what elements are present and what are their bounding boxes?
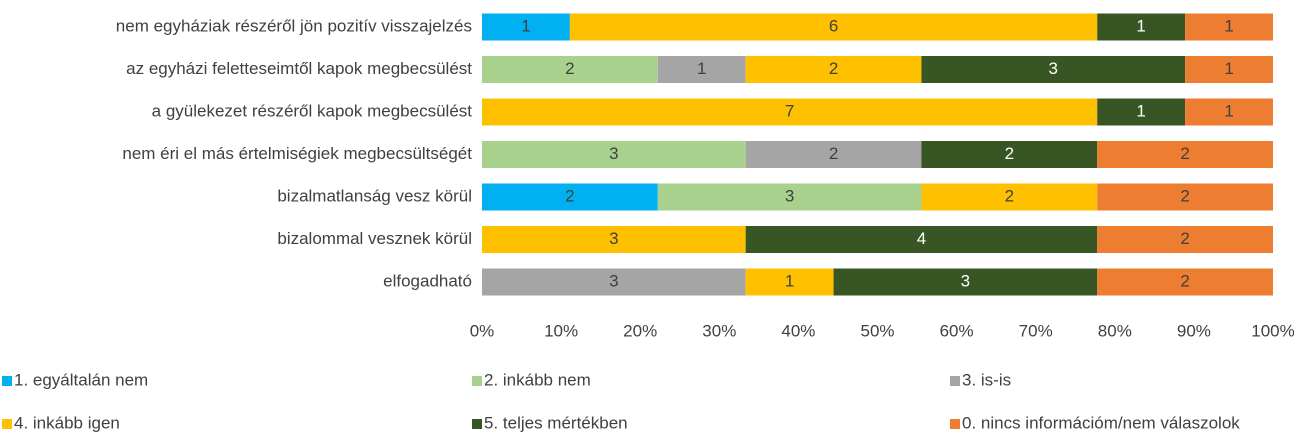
y-tick-label: elfogadható	[383, 271, 472, 290]
bar-segment	[482, 226, 746, 253]
bar-segment	[482, 13, 570, 41]
legend-label: 5. teljes mértékben	[484, 413, 628, 432]
data-label: 2	[1180, 271, 1189, 290]
data-label: 1	[1224, 16, 1233, 35]
bar-segment	[921, 183, 1098, 211]
y-tick-label: nem egyháziak részéről jön pozitív vissz…	[116, 16, 472, 35]
data-label: 6	[829, 16, 838, 35]
x-tick-label: 80%	[1098, 321, 1132, 340]
data-label: 3	[785, 186, 794, 205]
data-label: 1	[1224, 59, 1233, 78]
x-tick-label: 50%	[860, 321, 894, 340]
data-label: 2	[1005, 186, 1014, 205]
y-tick-label: nem éri el más értelmiségiek megbecsülts…	[122, 144, 472, 163]
data-label: 2	[1005, 144, 1014, 163]
x-tick-label: 20%	[623, 321, 657, 340]
bar-segment	[745, 226, 1098, 253]
legend-swatch	[2, 419, 12, 429]
bar-segment	[833, 268, 1098, 296]
bar-segment	[1185, 98, 1273, 126]
x-tick-label: 60%	[940, 321, 974, 340]
legend-swatch	[950, 376, 960, 386]
legend-label: 3. is-is	[962, 370, 1011, 389]
data-label: 1	[1136, 101, 1145, 120]
bar-segment	[1097, 226, 1273, 253]
legend-swatch	[950, 419, 960, 429]
x-tick-label: 70%	[1019, 321, 1053, 340]
x-tick-label: 90%	[1177, 321, 1211, 340]
bar-segment	[921, 56, 1186, 83]
bar-segment	[657, 183, 922, 211]
bar-segment	[1097, 98, 1186, 126]
data-label: 2	[1180, 229, 1189, 248]
data-label: 7	[785, 101, 794, 120]
data-label: 2	[829, 144, 838, 163]
legend-swatch	[472, 419, 482, 429]
data-label: 3	[609, 229, 618, 248]
y-tick-label: az egyházi feletteseimtől kapok megbecsü…	[126, 59, 472, 78]
legend-swatch	[472, 376, 482, 386]
bar-segment	[1185, 56, 1273, 83]
data-label: 3	[1049, 59, 1058, 78]
bar-segment	[745, 141, 922, 168]
bar-segment	[482, 98, 1098, 126]
legend-swatch	[2, 376, 12, 386]
bar-segment	[1097, 268, 1273, 296]
x-tick-label: 100%	[1251, 321, 1294, 340]
legend-label: 2. inkább nem	[484, 370, 591, 389]
data-label: 1	[1224, 101, 1233, 120]
legend-label: 0. nincs információm/nem válaszolok	[962, 413, 1240, 432]
y-tick-label: a gyülekezet részéről kapok megbecsülést	[152, 101, 473, 120]
bar-segment	[482, 268, 746, 296]
data-label: 1	[521, 16, 530, 35]
data-label: 2	[565, 59, 574, 78]
bar-segment	[745, 268, 834, 296]
bar-segment	[921, 141, 1098, 168]
bar-segment	[1097, 141, 1273, 168]
data-label: 3	[609, 144, 618, 163]
legend-label: 1. egyáltalán nem	[14, 370, 148, 389]
data-label: 3	[609, 271, 618, 290]
data-label: 2	[1180, 144, 1189, 163]
bar-segment	[1097, 183, 1273, 211]
data-label: 1	[785, 271, 794, 290]
data-label: 4	[917, 229, 926, 248]
bar-segment	[1185, 13, 1273, 41]
x-tick-label: 0%	[470, 321, 495, 340]
bar-segment	[745, 56, 922, 83]
legend-label: 4. inkább igen	[14, 413, 120, 432]
bar-segment	[482, 183, 658, 211]
y-tick-label: bizalommal vesznek körül	[277, 229, 472, 248]
data-label: 1	[1136, 16, 1145, 35]
bar-segment	[657, 56, 746, 83]
y-tick-label: bizalmatlanság vesz körül	[277, 186, 472, 205]
x-tick-label: 10%	[544, 321, 578, 340]
data-label: 3	[961, 271, 970, 290]
data-label: 2	[829, 59, 838, 78]
x-tick-label: 40%	[781, 321, 815, 340]
x-tick-label: 30%	[702, 321, 736, 340]
bar-segment	[482, 56, 658, 83]
data-label: 2	[1180, 186, 1189, 205]
bar-segment	[1097, 13, 1186, 41]
data-label: 2	[565, 186, 574, 205]
bar-segment	[569, 13, 1098, 41]
data-label: 1	[697, 59, 706, 78]
bar-segment	[482, 141, 746, 168]
